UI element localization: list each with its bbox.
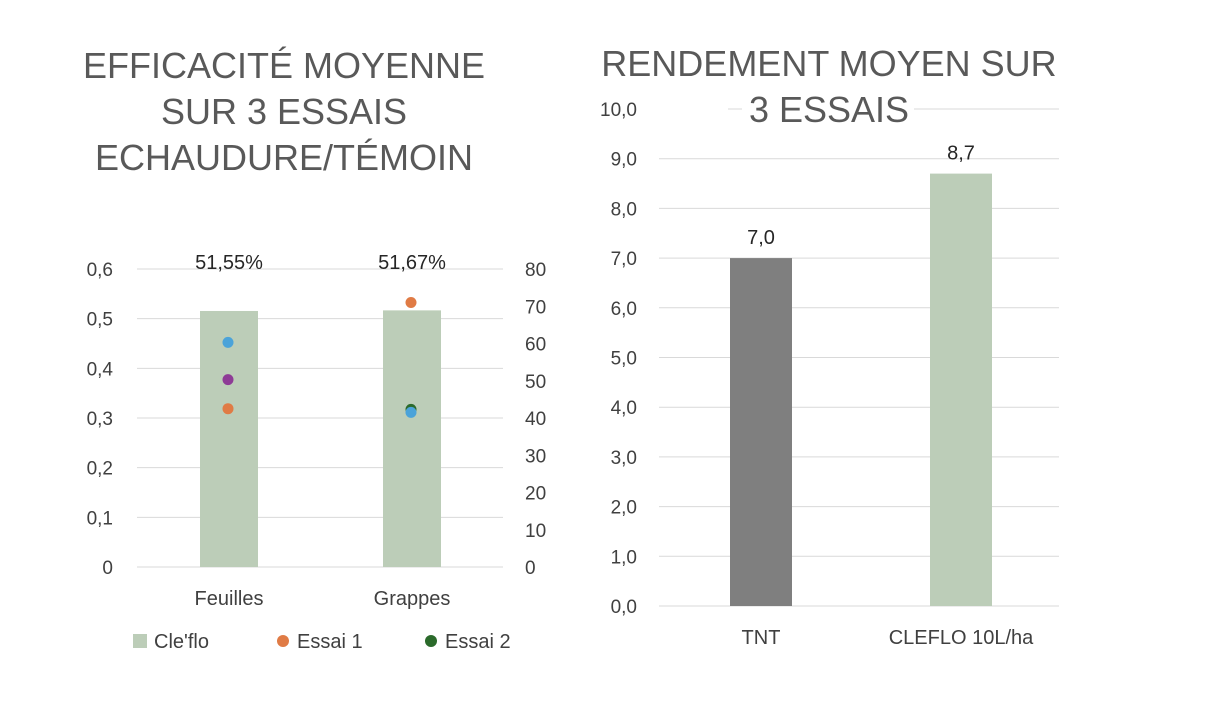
y2-tick-label: 30 bbox=[525, 446, 546, 467]
y-tick-label: 0 bbox=[102, 558, 113, 579]
scatter-point bbox=[222, 336, 234, 348]
y-tick-label: 0,6 bbox=[87, 260, 113, 281]
bar bbox=[930, 173, 992, 607]
y-tick-label: 6,0 bbox=[611, 299, 637, 320]
y-tick-label: 1,0 bbox=[611, 547, 637, 568]
y-tick-label: 0,3 bbox=[87, 409, 113, 430]
bar-data-label: 51,55% bbox=[195, 252, 263, 274]
chart-title-line: RENDEMENT MOYEN SUR bbox=[601, 43, 1056, 84]
x-category-label: Grappes bbox=[374, 588, 451, 610]
scatter-point bbox=[405, 297, 417, 309]
y2-tick-label: 80 bbox=[525, 260, 546, 281]
y-tick-label: 3,0 bbox=[611, 448, 637, 469]
x-category-label: CLEFLO 10L/ha bbox=[889, 627, 1034, 649]
legend-label: Cle'flo bbox=[154, 631, 209, 653]
title-backdrop bbox=[742, 90, 914, 132]
y2-tick-label: 0 bbox=[525, 558, 536, 579]
chart-title-line: SUR 3 ESSAIS bbox=[161, 91, 407, 132]
y2-tick-label: 50 bbox=[525, 372, 546, 393]
x-category-label: Feuilles bbox=[195, 588, 264, 610]
y-tick-label: 0,2 bbox=[87, 459, 113, 480]
y-tick-label: 9,0 bbox=[611, 150, 637, 171]
legend-label: Essai 2 bbox=[445, 631, 511, 653]
efficacite-chart: EFFICACITÉ MOYENNE SUR 3 ESSAIS ECHAUDURE/… bbox=[83, 45, 546, 653]
y-tick-label: 0,4 bbox=[87, 359, 114, 380]
bar bbox=[383, 310, 441, 567]
y-tick-label: 8,0 bbox=[611, 199, 637, 220]
rendement-chart: 0,0 1,0 2,0 3,0 4,0 5,0 6,0 7,0 8,0 9,0 10,0 RENDEM… bbox=[600, 43, 1059, 649]
scatter-point bbox=[405, 406, 417, 418]
bar-data-label: 7,0 bbox=[747, 227, 775, 249]
y-tick-label: 0,0 bbox=[611, 597, 637, 618]
chart-title-line: EFFICACITÉ MOYENNE bbox=[83, 45, 485, 86]
legend-swatch bbox=[133, 634, 147, 648]
y-tick-label: 2,0 bbox=[611, 498, 637, 519]
y2-tick-label: 40 bbox=[525, 409, 546, 430]
bar bbox=[200, 310, 258, 567]
y2-tick-label: 60 bbox=[525, 335, 546, 356]
y-tick-label: 0,5 bbox=[87, 310, 113, 331]
y-tick-label: 5,0 bbox=[611, 349, 637, 370]
bar-data-label: 8,7 bbox=[947, 143, 975, 165]
legend-label: Essai 1 bbox=[297, 631, 363, 653]
chart-title-line: ECHAUDURE/TÉMOIN bbox=[95, 137, 473, 178]
scatter-point bbox=[222, 403, 234, 415]
y-tick-label: 10,0 bbox=[600, 100, 637, 121]
bar-data-label: 51,67% bbox=[378, 252, 446, 274]
y-tick-label: 7,0 bbox=[611, 249, 637, 270]
chart-title-line: 3 ESSAIS bbox=[749, 89, 909, 130]
legend-marker bbox=[425, 635, 437, 647]
y2-tick-label: 70 bbox=[525, 297, 546, 318]
legend-marker bbox=[277, 635, 289, 647]
scatter-point bbox=[222, 374, 234, 386]
bar bbox=[730, 258, 792, 606]
y2-tick-label: 20 bbox=[525, 484, 546, 505]
x-category-label: TNT bbox=[742, 627, 781, 649]
y2-tick-label: 10 bbox=[525, 521, 546, 542]
y-tick-label: 0,1 bbox=[87, 508, 113, 529]
y-tick-label: 4,0 bbox=[611, 398, 637, 419]
